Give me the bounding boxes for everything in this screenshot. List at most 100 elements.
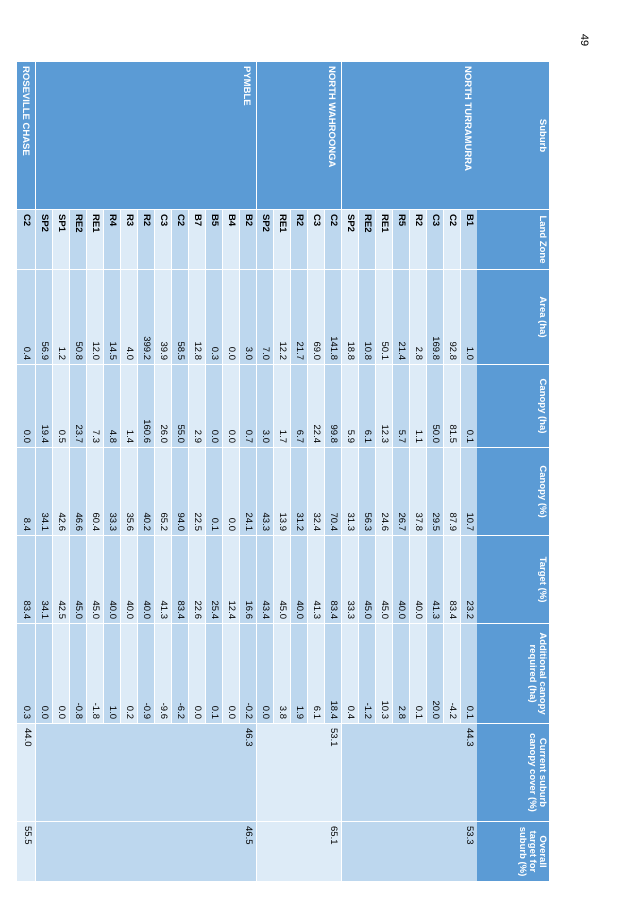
additional-cell: 0.1: [460, 624, 477, 724]
additional-cell: -6.2: [171, 624, 188, 724]
canopy-ha-cell: 0.1: [460, 365, 477, 448]
additional-cell: 1.9: [290, 624, 307, 724]
suburb-name: ROSEVILLE CHASE: [16, 62, 35, 210]
land-zone-cell: R2: [137, 210, 154, 270]
canopy-pct-cell: 31.3: [341, 448, 358, 536]
target-cell: 45.0: [358, 536, 375, 624]
overall-target-cell: 65.1: [256, 822, 341, 882]
target-cell: 34.1: [35, 536, 52, 624]
area-cell: 21.4: [392, 270, 409, 365]
canopy-ha-cell: 6.7: [290, 365, 307, 448]
land-zone-cell: C3: [154, 210, 171, 270]
target-cell: 41.3: [154, 536, 171, 624]
additional-cell: 20.0: [426, 624, 443, 724]
overall-target-cell: 46.5: [35, 822, 256, 882]
target-cell: 33.3: [341, 536, 358, 624]
land-zone-cell: R2: [409, 210, 426, 270]
additional-cell: 0.4: [341, 624, 358, 724]
canopy-ha-cell: 1.4: [120, 365, 137, 448]
canopy-pct-cell: 65.2: [154, 448, 171, 536]
suburb-name: PYMBLE: [35, 62, 256, 210]
canopy-ha-cell: 0.0: [222, 365, 239, 448]
additional-cell: 0.0: [256, 624, 273, 724]
land-zone-cell: R2: [290, 210, 307, 270]
header-suburb: Suburb: [477, 62, 549, 210]
target-cell: 83.4: [443, 536, 460, 624]
area-cell: 12.0: [86, 270, 103, 365]
header-target: Target (%): [477, 536, 549, 624]
target-cell: 45.0: [375, 536, 392, 624]
canopy-pct-cell: 13.9: [273, 448, 290, 536]
land-zone-cell: R5: [392, 210, 409, 270]
table-row: ROSEVILLE CHASE C2 0.4 0.0 8.4 83.4 0.3 44.0 55.…: [16, 62, 35, 882]
canopy-ha-cell: 99.8: [324, 365, 341, 448]
area-cell: 69.0: [307, 270, 324, 365]
canopy-pct-cell: 10.7: [460, 448, 477, 536]
canopy-ha-cell: 6.1: [358, 365, 375, 448]
canopy-pct-cell: 56.3: [358, 448, 375, 536]
canopy-pct-cell: 34.1: [35, 448, 52, 536]
target-cell: 45.0: [69, 536, 86, 624]
land-zone-cell: R4: [103, 210, 120, 270]
additional-cell: 0.2: [120, 624, 137, 724]
target-cell: 12.4: [222, 536, 239, 624]
area-cell: 21.7: [290, 270, 307, 365]
area-cell: 14.5: [103, 270, 120, 365]
target-cell: 40.0: [103, 536, 120, 624]
area-cell: 50.8: [69, 270, 86, 365]
land-zone-cell: R3: [120, 210, 137, 270]
canopy-ha-cell: 7.3: [86, 365, 103, 448]
target-cell: 43.4: [256, 536, 273, 624]
target-cell: 40.0: [409, 536, 426, 624]
target-cell: 45.0: [273, 536, 290, 624]
additional-cell: 10.3: [375, 624, 392, 724]
additional-cell: 6.1: [307, 624, 324, 724]
header-additional-canopy: Additional canopy required (ha): [477, 624, 549, 724]
target-cell: 83.4: [324, 536, 341, 624]
area-cell: 0.3: [205, 270, 222, 365]
additional-cell: -1.8: [86, 624, 103, 724]
target-cell: 41.3: [426, 536, 443, 624]
additional-cell: -9.6: [154, 624, 171, 724]
target-cell: 83.4: [171, 536, 188, 624]
target-cell: 40.0: [137, 536, 154, 624]
area-cell: 39.9: [154, 270, 171, 365]
header-row: Suburb Land Zone Area (ha) Canopy (ha) C…: [477, 62, 549, 882]
canopy-ha-cell: 55.0: [171, 365, 188, 448]
overall-target-cell: 53.3: [341, 822, 477, 882]
target-cell: 40.0: [392, 536, 409, 624]
area-cell: 141.8: [324, 270, 341, 365]
land-zone-cell: RE1: [273, 210, 290, 270]
canopy-ha-cell: 81.5: [443, 365, 460, 448]
area-cell: 18.8: [341, 270, 358, 365]
canopy-pct-cell: 0.0: [222, 448, 239, 536]
canopy-ha-cell: 1.7: [273, 365, 290, 448]
canopy-pct-cell: 31.2: [290, 448, 307, 536]
area-cell: 58.5: [171, 270, 188, 365]
land-zone-cell: C2: [324, 210, 341, 270]
canopy-ha-cell: 12.3: [375, 365, 392, 448]
canopy-ha-cell: 22.4: [307, 365, 324, 448]
overall-target-cell: 55.5: [16, 822, 35, 882]
header-area: Area (ha): [477, 270, 549, 365]
land-zone-cell: B1: [460, 210, 477, 270]
canopy-ha-cell: 0.0: [205, 365, 222, 448]
canopy-pct-cell: 24.6: [375, 448, 392, 536]
canopy-ha-cell: 0.5: [52, 365, 69, 448]
suburb-name: NORTH WAHROONGA: [256, 62, 341, 210]
canopy-ha-cell: 5.7: [392, 365, 409, 448]
land-zone-cell: RE2: [358, 210, 375, 270]
canopy-pct-cell: 94.0: [171, 448, 188, 536]
land-zone-cell: C2: [443, 210, 460, 270]
canopy-pct-cell: 43.3: [256, 448, 273, 536]
additional-cell: 0.1: [205, 624, 222, 724]
target-cell: 83.4: [16, 536, 35, 624]
current-cover-cell: 44.3: [341, 724, 477, 822]
canopy-ha-cell: 19.4: [35, 365, 52, 448]
current-cover-cell: 44.0: [16, 724, 35, 822]
additional-cell: 0.0: [35, 624, 52, 724]
canopy-ha-cell: 160.6: [137, 365, 154, 448]
header-overall-target: Overall target for suburb (%): [477, 822, 549, 882]
table-body: NORTH TURRAMURRA B1 1.0 0.1 10.7 23.2 0.1 44.3 5…: [16, 62, 477, 882]
canopy-ha-cell: 23.7: [69, 365, 86, 448]
